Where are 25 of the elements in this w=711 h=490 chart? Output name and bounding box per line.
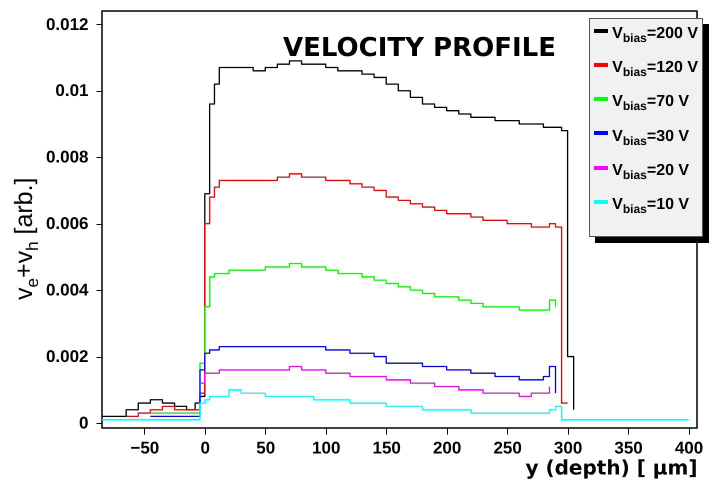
x-axis-title: y (depth) [ µm] [525,456,698,480]
x-tick-label: 50 [256,438,276,458]
legend-label: V$_{bias}$=20 V [612,162,690,182]
x-tick-label: 150 [372,438,401,458]
legend-label: V$_{bias}$=30 V [612,128,690,148]
legend-label: V$_{bias}$=120 V [612,59,698,80]
y-tick-label: 0.004 [46,280,90,300]
x-tick-label: 0 [200,438,210,458]
x-tick-label: 200 [432,438,462,458]
x-tick-label: 250 [493,438,522,458]
y-tick-label: 0.002 [46,347,88,366]
y-tick-label: 0.006 [46,214,88,234]
legend-label: V$_{bias}$=70 V [612,93,690,114]
x-tick-label: 350 [614,438,643,458]
legend-label: V$_{bias}$=10 V [612,196,690,216]
x-tick-label: 100 [312,438,340,458]
y-tick-label: 0 [79,414,88,433]
y-tick-label: 0.01 [55,81,88,100]
x-tick-label: −50 [130,438,160,458]
x-tick-label: 400 [674,438,704,458]
y-tick-label: 0.012 [46,14,88,34]
text: VELOCITY PROFILE [283,33,556,63]
x-tick-label: 300 [554,438,582,458]
y-tick-label: 0.008 [46,148,88,167]
legend-label: V$_{bias}$=200 V [612,25,698,46]
